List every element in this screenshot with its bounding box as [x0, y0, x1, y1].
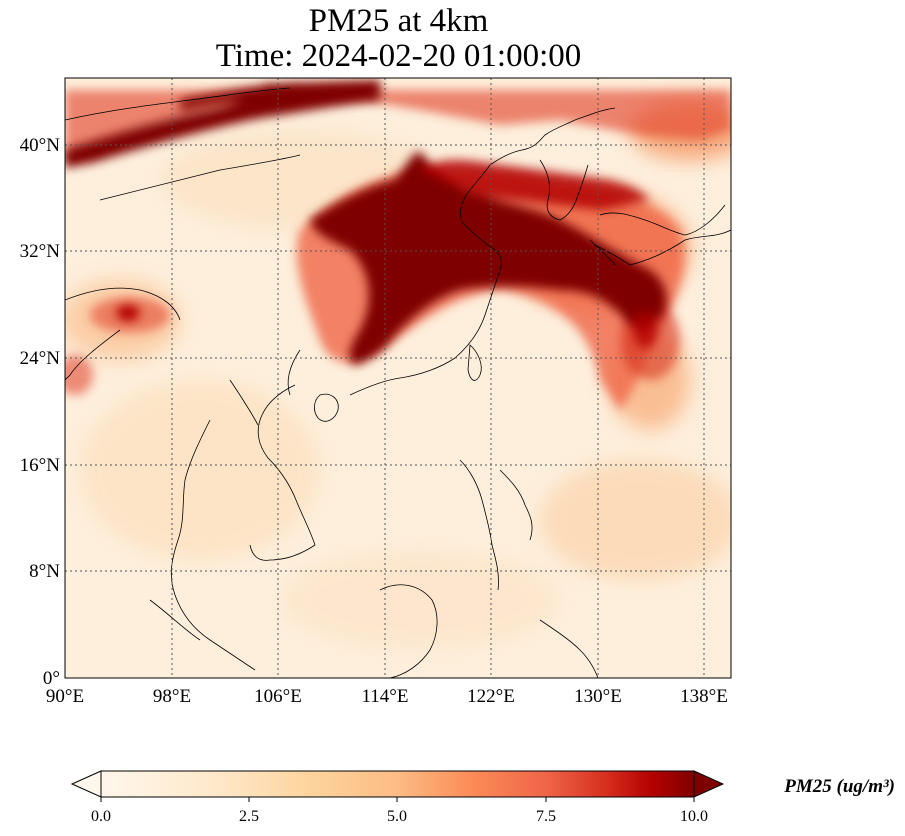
lon-tick: 122°E — [467, 686, 515, 707]
lat-tick: 16°N — [20, 455, 61, 476]
lat-tick: 8°N — [29, 561, 60, 582]
title-line-2: Time: 2024-02-20 01:00:00 — [215, 38, 582, 74]
lon-tick: 98°E — [153, 686, 191, 707]
colorbar-tick: 5.0 — [387, 808, 407, 825]
lon-tick: 114°E — [362, 686, 409, 707]
colorbar-label: PM25 (ug/m³) — [783, 776, 895, 797]
lat-tick: 0° — [43, 668, 60, 689]
lon-tick: 90°E — [46, 686, 84, 707]
lon-tick-labels: 90°E 98°E 106°E 114°E 122°E 130°E 138°E — [46, 686, 728, 707]
lat-tick: 32°N — [20, 241, 61, 262]
colorbar-tick: 2.5 — [239, 808, 259, 825]
lat-tick-labels: 0° 8°N 16°N 24°N 32°N 40°N — [20, 135, 61, 689]
map-frame — [64, 77, 732, 679]
colorbar-tick: 10.0 — [680, 808, 708, 825]
gridlines — [65, 78, 731, 678]
title-line-1: PM25 at 4km — [308, 3, 489, 39]
colorbar-extend-high — [693, 770, 725, 798]
lon-tick: 130°E — [574, 686, 622, 707]
colorbar-tick: 0.0 — [91, 808, 111, 825]
pm25-field — [65, 78, 731, 678]
lon-tick: 106°E — [254, 686, 302, 707]
colorbar-tick: 7.5 — [536, 808, 556, 825]
colorbar-gradient — [101, 771, 694, 797]
lon-tick: 138°E — [680, 686, 728, 707]
map-title: PM25 at 4km Time: 2024-02-20 01:00:00 — [66, 4, 731, 74]
colorbar-extend-low — [70, 770, 102, 798]
lat-tick: 40°N — [20, 135, 61, 156]
lat-tick: 24°N — [20, 348, 61, 369]
colorbar: 0.0 2.5 5.0 7.5 10.0 PM25 (ug/m³) — [70, 770, 895, 825]
